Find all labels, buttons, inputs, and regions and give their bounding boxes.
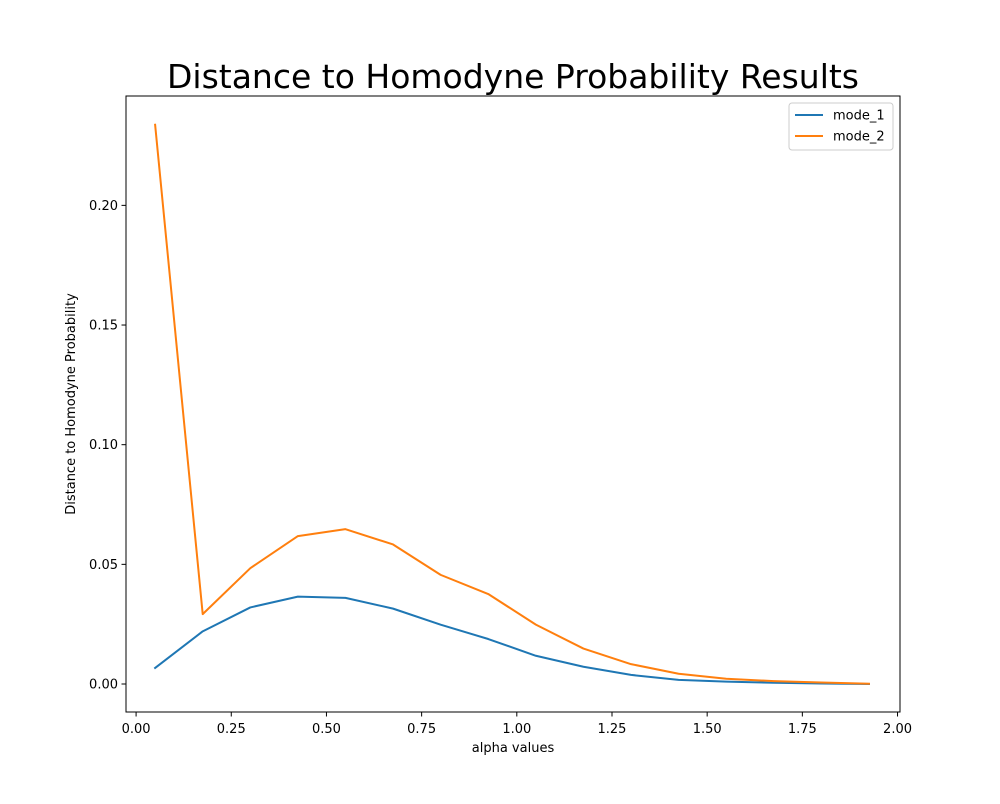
x-tick-label: 2.00 bbox=[883, 722, 912, 737]
y-tick-label: 0.10 bbox=[89, 438, 118, 453]
x-axis: 0.00 0.25 0.50 0.75 1.00 1.25 1.50 1.75 2.00 bbox=[122, 712, 912, 737]
series-layer bbox=[153, 123, 870, 686]
y-tick-label: 0.15 bbox=[89, 319, 118, 334]
plot-area bbox=[125, 95, 901, 713]
y-tick-label: 0.00 bbox=[89, 678, 118, 693]
x-tick-label: 1.50 bbox=[693, 722, 722, 737]
legend: mode_1 mode_2 bbox=[788, 102, 894, 151]
x-tick-label: 0.00 bbox=[122, 722, 151, 737]
y-tick-label: 0.05 bbox=[89, 558, 118, 573]
chart-title: Distance to Homodyne Probability Results bbox=[167, 57, 859, 96]
legend-label-mode_2: mode_2 bbox=[833, 130, 885, 145]
y-axis: 0.00 0.05 0.10 0.15 0.20 bbox=[89, 199, 126, 693]
x-tick-label: 0.75 bbox=[407, 722, 436, 737]
x-axis-label: alpha values bbox=[472, 741, 555, 756]
y-axis-label: Distance to Homodyne Probability bbox=[64, 293, 79, 515]
x-tick-label: 0.25 bbox=[217, 722, 246, 737]
x-tick-label: 1.00 bbox=[502, 722, 531, 737]
x-tick-label: 1.25 bbox=[598, 722, 627, 737]
plot-frame bbox=[125, 95, 901, 713]
legend-label-mode_1: mode_1 bbox=[833, 109, 885, 124]
y-tick-label: 0.20 bbox=[89, 199, 118, 214]
series-line-mode_2 bbox=[154, 123, 870, 685]
x-tick-label: 1.75 bbox=[788, 722, 817, 737]
series-line-mode_1 bbox=[153, 595, 870, 686]
x-tick-label: 0.50 bbox=[312, 722, 341, 737]
